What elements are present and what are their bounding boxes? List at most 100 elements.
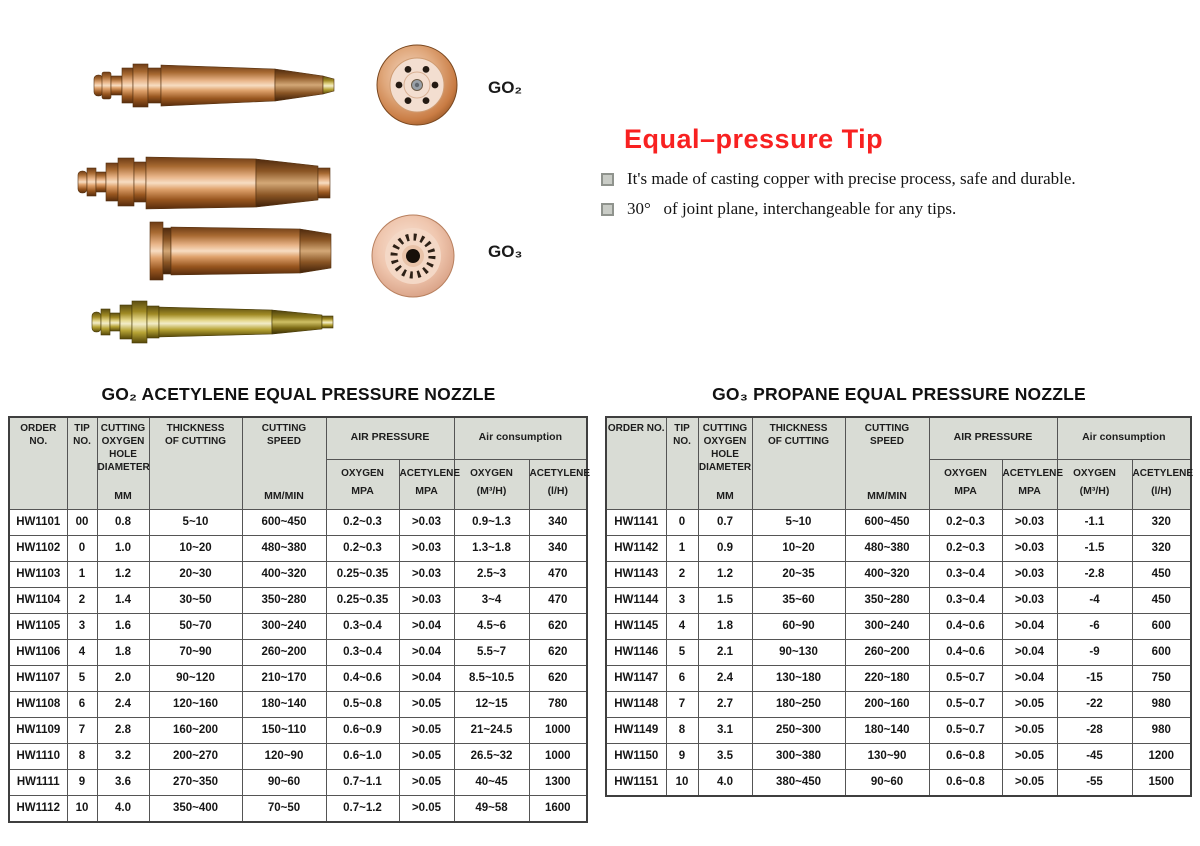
table-cell: 400~320 [241,560,327,588]
header-order-no: ORDER NO. [605,416,667,510]
table-cell: 1500 [1131,768,1192,796]
table-cell: >0.03 [1001,586,1058,614]
table-cell: 780 [528,690,588,718]
table-row: HW1101 00 0.8 5~10 600~450 0.2~0.3 >0.03 0.9~1.… [8,508,588,536]
table-cell: 300~380 [751,742,846,770]
table-cell: 340 [528,508,588,536]
go3-table-title: GO₃ PROPANE EQUAL PRESSURE NOZZLE [712,384,1086,404]
table-row: HW1145 4 1.8 60~90 300~240 0.4~0.6 >0.04 -6 600 [605,612,1192,640]
table-row: HW1110 8 3.2 200~270 120~90 0.6~1.0 >0.05 26.5~… [8,742,588,770]
table-row: HW1142 1 0.9 10~20 480~380 0.2~0.3 >0.03 -1.5 32… [605,534,1192,562]
square-bullet-icon [601,173,614,186]
go3-nozzle-face-photo [371,214,455,298]
table-cell: 1.2 [96,560,150,588]
table-cell: 0.3~0.4 [928,560,1003,588]
table-cell: 3.2 [96,742,150,770]
square-bullet-icon [601,203,614,216]
table-cell: 9 [66,768,98,796]
table-cell: HW1146 [605,638,667,666]
go2-table-title: GO₂ ACETYLENE EQUAL PRESSURE NOZZLE [101,384,496,404]
table-cell: 0.25~0.35 [325,560,400,588]
table-cell: HW1151 [605,768,667,796]
table-cell: 0.2~0.3 [325,534,400,562]
table-cell: 260~200 [241,638,327,666]
table-cell: HW1106 [8,638,68,666]
go2-face-label: GO₂ [488,78,522,97]
table-row: HW1143 2 1.2 20~35 400~320 0.3~0.4 >0.03 -2.8 45… [605,560,1192,588]
table-cell: >0.05 [1001,742,1058,770]
table-cell: 9 [665,742,699,770]
go2-table-body: HW1101 00 0.8 5~10 600~450 0.2~0.3 >0.03 0.9~1.… [8,508,588,822]
table-cell: HW1104 [8,586,68,614]
table-cell: 2.5~3 [453,560,530,588]
table-cell: 200~270 [148,742,243,770]
table-cell: 8.5~10.5 [453,664,530,692]
table-cell: 10~20 [148,534,243,562]
table-cell: 180~140 [844,716,930,744]
table-row: HW1105 3 1.6 50~70 300~240 0.3~0.4 >0.04 4.5~6 6… [8,612,588,640]
header-air-consumption: Air consumption [1056,416,1192,460]
table-cell: HW1148 [605,690,667,718]
table-cell: 400~320 [844,560,930,588]
table-cell: 90~60 [844,768,930,796]
table-cell: 8 [66,742,98,770]
table-cell: 300~240 [844,612,930,640]
table-cell: 0 [665,508,699,536]
table-cell: 26.5~32 [453,742,530,770]
table-row: HW1108 6 2.4 120~160 180~140 0.5~0.8 >0.05 12~1… [8,690,588,718]
table-cell: 130~90 [844,742,930,770]
table-cell: 0.7~1.2 [325,794,400,822]
go2-spec-table: ORDER NO. TIP NO. CUTTING OXYGEN HOLE DI… [8,416,590,823]
table-cell: 120~90 [241,742,327,770]
table-cell: 130~180 [751,664,846,692]
table-row: HW1146 5 2.1 90~130 260~200 0.4~0.6 >0.04 -9 600 [605,638,1192,666]
table-cell: >0.04 [398,638,455,666]
table-row: HW1103 1 1.2 20~30 400~320 0.25~0.35 >0.03 2.5~… [8,560,588,588]
table-cell: 4.5~6 [453,612,530,640]
table-cell: 750 [1131,664,1192,692]
table-cell: -9 [1056,638,1133,666]
table-cell: 0.6~0.8 [928,742,1003,770]
table-cell: HW1103 [8,560,68,588]
table-cell: >0.03 [1001,534,1058,562]
table-cell: -15 [1056,664,1133,692]
table-cell: 350~280 [844,586,930,614]
header-oxygen-m3h: OXYGEN (M³/H) [453,458,530,510]
table-cell: 270~350 [148,768,243,796]
table-cell: 4.0 [697,768,753,796]
table-cell: 10~20 [751,534,846,562]
header-tip-no: TIP NO. [665,416,699,510]
table-cell: 0.2~0.3 [325,508,400,536]
table-cell: 3~4 [453,586,530,614]
header-oxygen-mpa: OXYGEN MPA [928,458,1003,510]
table-cell: >0.03 [1001,560,1058,588]
table-cell: 3.5 [697,742,753,770]
table-row: HW1106 4 1.8 70~90 260~200 0.3~0.4 >0.04 5.5~7 6… [8,638,588,666]
table-cell: 340 [528,534,588,562]
table-cell: 4 [66,638,98,666]
table-cell: 600~450 [241,508,327,536]
header-cutting-speed: CUTTING SPEED MM/MIN [844,416,930,510]
table-cell: 3 [665,586,699,614]
table-row: HW1107 5 2.0 90~120 210~170 0.4~0.6 >0.04 8.5~1… [8,664,588,692]
table-cell: 2 [66,586,98,614]
table-cell: >0.05 [398,794,455,822]
header-order-no: ORDER NO. [8,416,68,510]
table-cell: 210~170 [241,664,327,692]
table-cell: 10 [66,794,98,822]
table-cell: 0.25~0.35 [325,586,400,614]
table-cell: 0.7 [697,508,753,536]
table-row: HW1111 9 3.6 270~350 90~60 0.7~1.1 >0.05 40~45 1… [8,768,588,796]
table-cell: 0.4~0.6 [928,612,1003,640]
table-cell: 90~130 [751,638,846,666]
table-cell: 1.3~1.8 [453,534,530,562]
table-cell: 0.2~0.3 [928,534,1003,562]
table-cell: >0.05 [398,768,455,796]
table-cell: 1.0 [96,534,150,562]
table-cell: 0.3~0.4 [325,612,400,640]
table-cell: 1600 [528,794,588,822]
table-cell: >0.04 [398,664,455,692]
table-row: HW1147 6 2.4 130~180 220~180 0.5~0.7 >0.04 -15 7… [605,664,1192,692]
cutting-tip-side-photo-1 [93,63,335,108]
table-cell: 20~30 [148,560,243,588]
